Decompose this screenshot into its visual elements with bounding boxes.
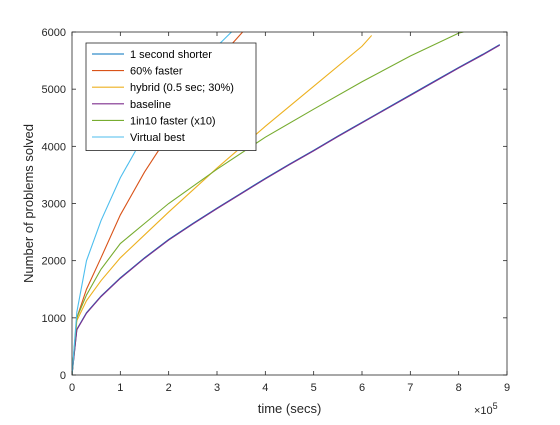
x-tick-label: 9 <box>504 382 510 394</box>
series-line-4 <box>72 44 501 375</box>
x-tick-label: 2 <box>166 382 172 394</box>
legend-label: baseline <box>130 99 171 111</box>
x-tick-label: 4 <box>262 382 268 394</box>
x-tick-label: 7 <box>407 382 413 394</box>
y-tick-label: 1000 <box>42 313 66 325</box>
series-line-3 <box>72 35 373 375</box>
legend: 1 second shorter 60% faster hybrid (0.5 se… <box>85 42 257 151</box>
y-tick-label: 2000 <box>42 256 66 268</box>
y-tick-label: 0 <box>60 370 66 382</box>
y-tick-label: 4000 <box>42 141 66 153</box>
x-axis-exponent: ×105 <box>474 401 498 417</box>
x-tick-label: 8 <box>456 382 462 394</box>
x-axis-label: time (secs) <box>258 401 322 416</box>
y-tick-label: 5000 <box>42 84 66 96</box>
legend-label: 1 second shorter <box>130 49 212 61</box>
legend-label: 60% faster <box>130 66 183 78</box>
y-axis-label: Number of problems solved <box>21 124 36 283</box>
legend-label: Virtual best <box>130 132 185 144</box>
x-tick-label: 6 <box>359 382 365 394</box>
x-axis-exponent-power: 5 <box>493 401 498 411</box>
legend-box <box>85 42 257 151</box>
x-tick-label: 3 <box>214 382 220 394</box>
x-axis-exponent-base: ×10 <box>474 405 493 417</box>
y-tick-label: 3000 <box>42 199 66 211</box>
series-line-5 <box>72 32 464 375</box>
x-tick-label: 1 <box>117 382 123 394</box>
legend-label: 1in10 faster (x10) <box>130 115 216 127</box>
x-tick-label: 5 <box>311 382 317 394</box>
legend-label: hybrid (0.5 sec; 30%) <box>130 82 234 94</box>
ticks-layer: 0 1 2 3 4 5 6 7 8 9 0 1000 2000 3000 4000 5000 6000 <box>42 27 511 394</box>
x-tick-label: 0 <box>69 382 75 394</box>
y-tick-label: 6000 <box>42 27 66 39</box>
